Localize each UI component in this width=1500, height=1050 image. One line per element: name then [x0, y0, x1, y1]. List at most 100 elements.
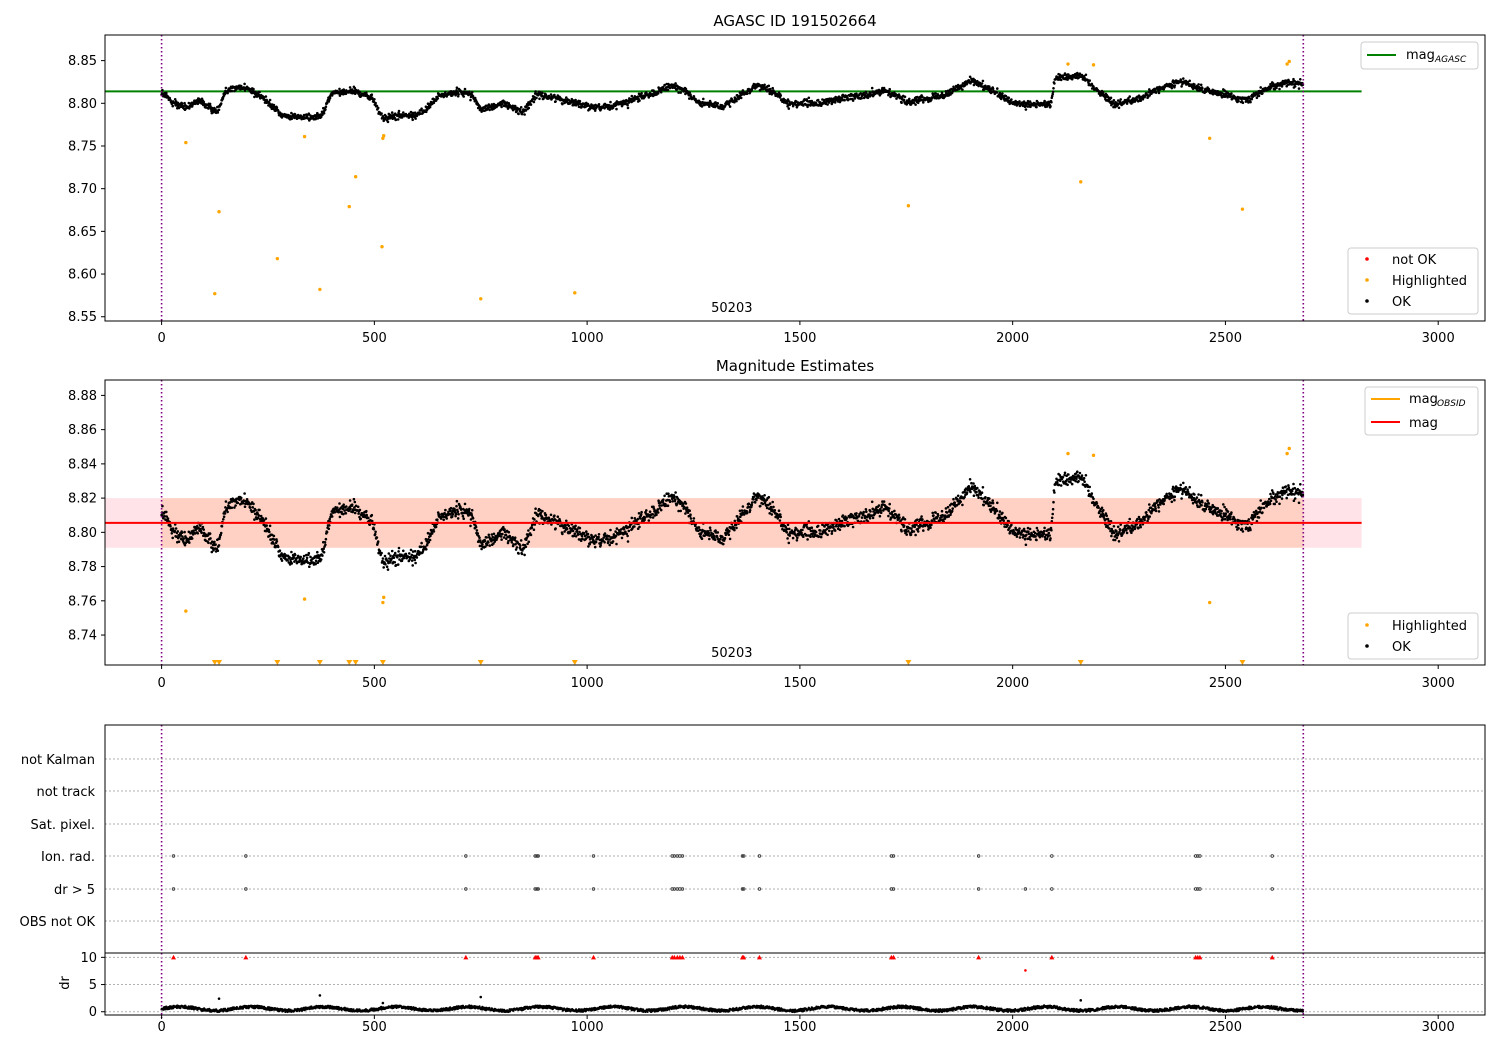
dr-outlier-point [479, 995, 483, 999]
flag-point [591, 887, 596, 891]
highlighted-point [382, 134, 386, 138]
flag-point [244, 887, 248, 891]
flag-row-label: not track [36, 785, 95, 800]
flag-point [742, 854, 746, 858]
dr-outlier-point [381, 1001, 385, 1005]
highlighted-point [318, 287, 322, 292]
dr-clipped-marker [1197, 954, 1203, 960]
flag-point [889, 854, 894, 858]
out-of-range-marker [352, 660, 359, 665]
flag-point [1270, 854, 1274, 858]
y-tick-label: 8.70 [68, 182, 97, 197]
flag-point [536, 854, 540, 858]
flag-point [1023, 887, 1028, 891]
legend-box [1347, 612, 1479, 660]
panel-agasc: AGASC ID 191502664 50203 0 500 1000 1500 2000 2… [68, 12, 1486, 346]
dr-outlier-point [1024, 969, 1027, 972]
dr-outlier-point [217, 997, 221, 1000]
out-of-range-marker [571, 660, 578, 665]
legend-label-mag: mag [1409, 416, 1438, 431]
x-tick-label: 1000 [571, 676, 604, 691]
ok-points [160, 71, 1305, 124]
flag-point [464, 854, 468, 858]
dr-clipped-marker [591, 954, 597, 960]
legend-marker [1365, 278, 1369, 282]
flag-point [1198, 854, 1202, 858]
out-of-range-marker [477, 660, 484, 665]
flag-point [742, 887, 746, 891]
y-tick-label: 8.85 [68, 54, 97, 69]
highlighted-point [1079, 180, 1083, 184]
highlighted-point [381, 136, 385, 141]
flag-point [171, 887, 176, 891]
flag-point [680, 854, 685, 858]
dr-clipped-marker [463, 954, 469, 960]
flag-point [891, 887, 896, 891]
flag-point [670, 887, 674, 891]
legend-box [1360, 41, 1479, 70]
obsid-label: 50203 [711, 301, 752, 316]
highlighted-point [213, 291, 217, 296]
out-of-range-marker [1077, 660, 1084, 665]
x-tick-label: 0 [157, 1020, 165, 1035]
out-of-range-marker [905, 660, 912, 665]
legend-label: Highlighted [1392, 619, 1467, 634]
x-tick-label: 500 [362, 1020, 387, 1035]
flag-point [464, 887, 468, 891]
chart-subtitle: Magnitude Estimates [716, 357, 874, 375]
dr-clipped-marker [976, 954, 982, 960]
y-axis-label: dr [58, 976, 73, 990]
x-tick-label: 0 [157, 331, 165, 346]
out-of-range-marker [316, 660, 323, 665]
highlighted-point [382, 595, 386, 600]
y-tick-label: 8.55 [68, 310, 97, 325]
y-tick-label: 8.86 [68, 423, 97, 438]
y-tick-label: 8.80 [68, 97, 97, 112]
highlighted-point [906, 204, 911, 208]
y-tick-label: 10 [80, 951, 97, 966]
dr-points [160, 1004, 1305, 1014]
x-tick-label: 1000 [571, 331, 604, 346]
y-tick-label: 0 [89, 1005, 97, 1020]
highlighted-point [353, 175, 358, 179]
out-of-range-marker [274, 660, 281, 665]
dr-clipped-marker [891, 954, 897, 960]
highlighted-point [1066, 451, 1070, 456]
out-of-range-marker [346, 660, 353, 665]
highlighted-point [1285, 62, 1289, 66]
chart-title: AGASC ID 191502664 [713, 12, 876, 30]
obsid-label: 50203 [711, 646, 752, 661]
flag-row-label: Sat. pixel. [31, 818, 95, 833]
highlighted-point [1091, 453, 1096, 458]
legend-label: OK [1392, 295, 1411, 310]
highlighted-point [184, 609, 188, 613]
flag-point [1193, 887, 1198, 891]
flag-point [740, 854, 745, 858]
y-tick-label: 8.75 [68, 139, 97, 154]
legend-label: not OK [1392, 253, 1437, 268]
y-tick-label: 8.82 [68, 492, 97, 507]
flag-row-label: OBS not OK [20, 915, 96, 930]
y-tick-label: 5 [89, 978, 97, 993]
y-tick-label: 8.76 [68, 594, 97, 609]
dr-clipped-marker [679, 954, 685, 960]
y-tick-label: 8.65 [68, 225, 97, 240]
highlighted-point [1066, 62, 1070, 66]
flag-point [591, 854, 596, 858]
highlighted-point [479, 297, 483, 301]
legend-marker [1365, 644, 1369, 648]
dr-clipped-marker [535, 954, 541, 960]
legend-box [1347, 247, 1479, 315]
highlighted-point [302, 134, 307, 139]
highlighted-point [1207, 600, 1212, 605]
x-tick-label: 2500 [1209, 1020, 1242, 1035]
flag-row-label: Ion. rad. [41, 850, 95, 865]
y-tick-label: 8.88 [68, 389, 97, 404]
flag-point [891, 854, 896, 858]
legend-label: Highlighted [1392, 274, 1467, 289]
flag-point [680, 887, 685, 891]
y-tick-label: 8.84 [68, 457, 97, 472]
legend-marker [1365, 299, 1369, 303]
dr-clipped-marker [1049, 954, 1055, 960]
highlighted-point [1287, 446, 1291, 451]
